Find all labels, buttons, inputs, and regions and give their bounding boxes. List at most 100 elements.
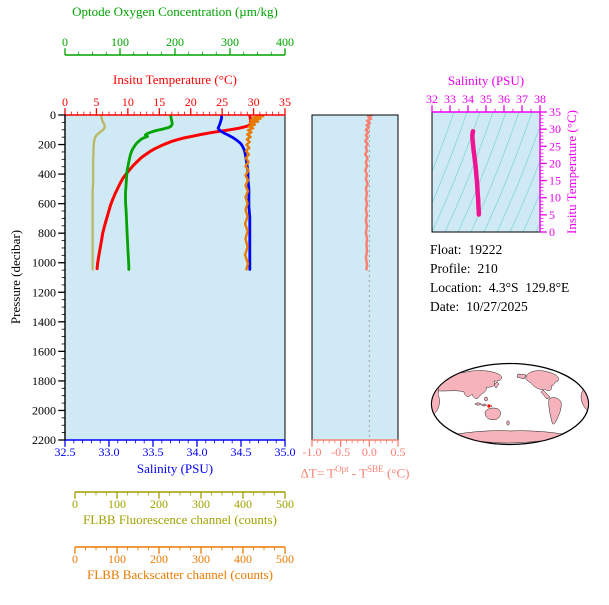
backscatter-axis: 0 100 200 300 400 500 xyxy=(72,546,294,566)
location-value: 4.3°S 129.8°E xyxy=(488,280,570,295)
series-oxygen xyxy=(124,115,174,271)
continent-central-america xyxy=(540,389,551,400)
svg-text:32.5: 32.5 xyxy=(55,445,76,459)
svg-text:5: 5 xyxy=(93,95,99,109)
svg-text:500: 500 xyxy=(276,497,294,511)
svg-text:2200: 2200 xyxy=(32,433,56,447)
ts-plot-area xyxy=(432,112,540,232)
svg-text:38: 38 xyxy=(534,92,546,106)
svg-text:33.5: 33.5 xyxy=(143,445,164,459)
continent-japan xyxy=(493,381,500,389)
svg-text:300: 300 xyxy=(221,35,239,49)
date-label: Date: xyxy=(430,299,460,314)
svg-text:400: 400 xyxy=(234,552,252,566)
delta-t-axis-title: ΔT= TOpt - TSBE (°C) xyxy=(300,461,410,481)
date-value: 10/27/2025 xyxy=(466,299,528,314)
isopycnal-contour xyxy=(432,112,468,204)
location-line: Location: 4.3°S 129.8°E xyxy=(430,280,569,296)
float-id-line: Float: 19222 xyxy=(430,242,569,258)
svg-text:10: 10 xyxy=(122,95,134,109)
svg-text:300: 300 xyxy=(192,497,210,511)
svg-text:0: 0 xyxy=(72,552,78,566)
svg-text:0: 0 xyxy=(549,225,555,239)
fluorescence-axis-title: FLBB Fluorescence channel (counts) xyxy=(83,512,277,527)
series-backscatter xyxy=(243,115,265,271)
continent-south-america xyxy=(548,397,562,425)
svg-text:0: 0 xyxy=(72,497,78,511)
float-info-block: Float: 19222 Profile: 210 Location: 4.3°S 1… xyxy=(430,242,569,318)
delta-t-title-prefix: ΔT= T xyxy=(300,465,336,481)
delta-t-title-mid: - T xyxy=(348,465,368,481)
continent-alaska xyxy=(516,373,527,380)
svg-text:20: 20 xyxy=(185,95,197,109)
svg-text:200: 200 xyxy=(166,35,184,49)
continent-north-america xyxy=(525,370,559,391)
svg-text:200: 200 xyxy=(150,497,168,511)
pressure-axis-title: Pressure (decibar) xyxy=(8,229,23,325)
svg-text:35.0: 35.0 xyxy=(275,445,296,459)
svg-text:10: 10 xyxy=(549,191,561,205)
island-philippines xyxy=(484,396,488,402)
series-salinity xyxy=(216,115,252,271)
svg-text:1600: 1600 xyxy=(32,344,56,358)
profile-plot-area xyxy=(65,115,285,440)
ts-temperature-axis: 0 5 10 15 20 25 30 35 xyxy=(539,105,561,239)
svg-text:1400: 1400 xyxy=(32,315,56,329)
svg-text:30: 30 xyxy=(549,122,561,136)
isopycnal-contour xyxy=(432,112,481,232)
island-indonesia-2 xyxy=(481,403,487,407)
isopycnal-contour xyxy=(444,112,494,232)
isopycnal-contour xyxy=(509,160,540,232)
svg-text:0: 0 xyxy=(50,108,56,122)
series-t-s-curve xyxy=(470,128,482,217)
svg-text:25: 25 xyxy=(216,95,228,109)
svg-text:400: 400 xyxy=(276,35,294,49)
svg-text:37: 37 xyxy=(516,92,528,106)
svg-text:33.0: 33.0 xyxy=(99,445,120,459)
isopycnal-contour xyxy=(522,192,540,232)
svg-text:2000: 2000 xyxy=(32,403,56,417)
ts-temperature-axis-title: Insitu Temperature (°C) xyxy=(564,110,579,234)
svg-text:-1.0: -1.0 xyxy=(303,445,322,459)
svg-text:34: 34 xyxy=(462,92,474,106)
delta-t-title-sup2: SBE xyxy=(367,464,384,474)
isopycnal-contour xyxy=(483,112,533,232)
temperature-axis: 0 5 10 15 20 25 30 35 xyxy=(62,95,291,116)
svg-text:34.0: 34.0 xyxy=(187,445,208,459)
series-temperature-difference xyxy=(364,115,374,271)
delta-t-axis: -1.0 -0.5 0.0 0.5 xyxy=(303,439,406,459)
svg-text:35: 35 xyxy=(279,95,291,109)
svg-text:5: 5 xyxy=(549,208,555,222)
delta-t-title-sup1: Opt xyxy=(335,464,349,474)
salinity-axis-title: Salinity (PSU) xyxy=(136,461,214,476)
svg-text:100: 100 xyxy=(108,497,126,511)
isopycnal-contour xyxy=(470,112,520,232)
svg-text:35: 35 xyxy=(480,92,492,106)
isopycnal-contour xyxy=(457,112,507,232)
date-line: Date: 10/27/2025 xyxy=(430,299,569,315)
series-fluorescence xyxy=(91,115,107,271)
svg-text:25: 25 xyxy=(549,139,561,153)
svg-text:100: 100 xyxy=(111,35,129,49)
float-value: 19222 xyxy=(468,242,503,257)
svg-text:200: 200 xyxy=(38,138,56,152)
svg-text:600: 600 xyxy=(38,197,56,211)
svg-text:20: 20 xyxy=(549,156,561,170)
profile-value: 210 xyxy=(477,261,498,276)
profile-line: Profile: 210 xyxy=(430,261,569,277)
svg-text:36: 36 xyxy=(498,92,510,106)
isopycnal-contour xyxy=(496,125,540,232)
salinity-axis: 32.5 33.0 33.5 34.0 34.5 35.0 xyxy=(55,439,296,459)
svg-text:0: 0 xyxy=(62,95,68,109)
pressure-axis: 0 200 400 600 800 1000 1200 1400 1600 1800 2000 220… xyxy=(32,108,66,447)
island-indonesia-1 xyxy=(474,402,482,406)
svg-text:200: 200 xyxy=(150,552,168,566)
svg-text:30: 30 xyxy=(248,95,260,109)
svg-text:0: 0 xyxy=(62,35,68,49)
svg-text:300: 300 xyxy=(192,552,210,566)
svg-text:32: 32 xyxy=(426,92,438,106)
ts-salinity-axis: 32 33 34 35 36 37 38 xyxy=(426,92,546,113)
backscatter-axis-title: FLBB Backscatter channel (counts) xyxy=(87,567,273,582)
svg-text:0.0: 0.0 xyxy=(362,445,377,459)
